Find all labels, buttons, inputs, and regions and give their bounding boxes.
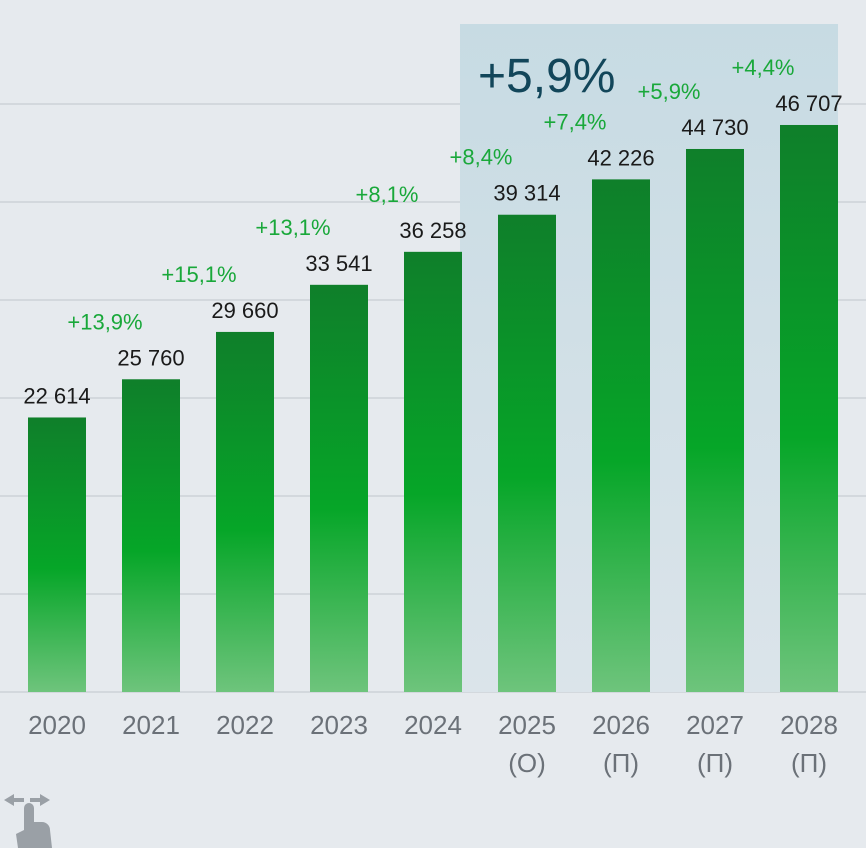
value-label: 25 760 xyxy=(117,345,184,370)
bar-2022 xyxy=(216,331,274,692)
bar-2028 xyxy=(780,124,838,692)
bar-2025 xyxy=(498,214,556,693)
value-label: 22 614 xyxy=(23,383,90,408)
x-tick-label: 2028 xyxy=(780,710,838,740)
bar-2020 xyxy=(28,417,86,692)
value-label: 44 730 xyxy=(681,115,748,140)
x-tick-note: (П) xyxy=(697,748,733,778)
x-tick-label: 2024 xyxy=(404,710,462,740)
bar-2026 xyxy=(592,179,650,693)
growth-label: +8,4% xyxy=(450,145,513,170)
forecast-highlight-label: +5,9% xyxy=(478,50,615,103)
bar-2023 xyxy=(310,284,368,692)
value-label: 39 314 xyxy=(493,181,560,206)
bar-2027 xyxy=(686,148,744,693)
x-tick-label: 2020 xyxy=(28,710,86,740)
growth-label: +15,1% xyxy=(161,262,236,287)
x-tick-note: (П) xyxy=(791,748,827,778)
bars xyxy=(28,124,838,693)
growth-label: +4,4% xyxy=(732,55,795,80)
x-tick-label: 2025 xyxy=(498,710,556,740)
value-label: 36 258 xyxy=(399,218,466,243)
x-tick-label: 2027 xyxy=(686,710,744,740)
value-label: 42 226 xyxy=(587,145,654,170)
x-tick-label: 2026 xyxy=(592,710,650,740)
swipe-hand-icon xyxy=(4,794,52,848)
bar-2021 xyxy=(122,379,180,692)
growth-label: +5,9% xyxy=(638,79,701,104)
growth-label: +8,1% xyxy=(356,182,419,207)
value-label: 46 707 xyxy=(775,91,842,116)
x-tick-note: (П) xyxy=(603,748,639,778)
growth-label: +7,4% xyxy=(544,109,607,134)
bar-2024 xyxy=(404,251,462,692)
value-label: 33 541 xyxy=(305,251,372,276)
value-label: 29 660 xyxy=(211,298,278,323)
x-axis-labels: 2020 2021 2022 2023 2024 2025 (О) 2026 (П) 2027 (П… xyxy=(28,710,838,778)
x-tick-label: 2021 xyxy=(122,710,180,740)
x-tick-label: 2022 xyxy=(216,710,274,740)
data-labels: 22 614 25 760 +13,9% 29 660 +15,1% 33 541 +13,… xyxy=(23,55,842,408)
growth-label: +13,1% xyxy=(255,215,330,240)
growth-label: +13,9% xyxy=(67,309,142,334)
x-tick-note: (О) xyxy=(508,748,546,778)
x-tick-label: 2023 xyxy=(310,710,368,740)
